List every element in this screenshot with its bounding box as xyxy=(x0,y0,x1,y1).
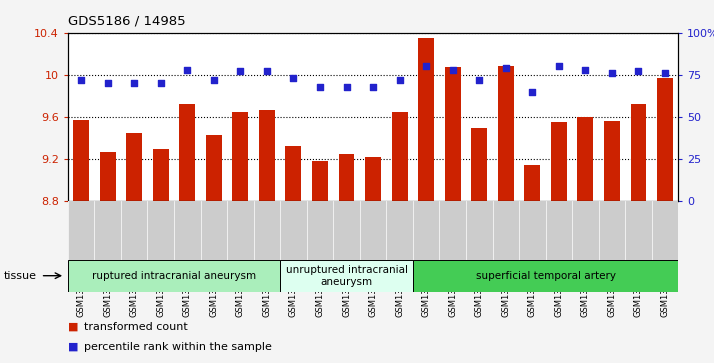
Text: GDS5186 / 14985: GDS5186 / 14985 xyxy=(68,15,186,28)
Bar xyxy=(630,105,646,201)
Bar xyxy=(445,68,461,201)
Text: ruptured intracranial aneurysm: ruptured intracranial aneurysm xyxy=(92,271,256,281)
Point xyxy=(580,67,591,73)
Bar xyxy=(68,260,280,292)
Bar xyxy=(206,135,222,201)
Text: ■: ■ xyxy=(68,322,79,332)
Bar xyxy=(286,146,301,201)
Point xyxy=(155,80,166,86)
Point xyxy=(341,84,352,90)
Point xyxy=(76,77,87,83)
Bar xyxy=(524,164,540,201)
Point xyxy=(208,77,219,83)
Point xyxy=(606,70,618,76)
Point xyxy=(288,76,299,81)
Bar xyxy=(551,122,567,201)
Bar xyxy=(100,152,116,201)
Point xyxy=(447,67,458,73)
Point xyxy=(473,77,485,83)
Bar xyxy=(179,105,195,201)
Bar xyxy=(312,162,328,201)
Bar xyxy=(365,157,381,201)
Point xyxy=(367,84,378,90)
Bar xyxy=(153,149,169,201)
Bar xyxy=(604,121,620,201)
Point xyxy=(553,64,565,69)
Text: tissue: tissue xyxy=(4,271,36,281)
Point xyxy=(421,64,432,69)
Bar xyxy=(280,260,413,292)
Point xyxy=(129,80,140,86)
Bar xyxy=(657,78,673,201)
Bar xyxy=(418,38,434,201)
Point xyxy=(235,69,246,74)
Text: superficial temporal artery: superficial temporal artery xyxy=(476,271,615,281)
Bar xyxy=(232,112,248,201)
Text: transformed count: transformed count xyxy=(84,322,187,332)
Point xyxy=(394,77,406,83)
Bar xyxy=(392,112,408,201)
Point xyxy=(261,69,273,74)
Text: percentile rank within the sample: percentile rank within the sample xyxy=(84,342,271,352)
Point xyxy=(659,70,670,76)
Point xyxy=(181,67,193,73)
Bar xyxy=(73,120,89,201)
Text: unruptured intracranial
aneurysm: unruptured intracranial aneurysm xyxy=(286,265,408,287)
Bar xyxy=(498,66,514,201)
Point xyxy=(102,80,114,86)
Bar xyxy=(578,117,593,201)
Bar xyxy=(413,260,678,292)
Bar xyxy=(471,128,487,201)
Point xyxy=(633,69,644,74)
Point xyxy=(314,84,326,90)
Point xyxy=(527,89,538,95)
Bar xyxy=(338,154,354,201)
Point xyxy=(500,65,511,71)
Bar xyxy=(259,110,275,201)
Bar xyxy=(126,133,142,201)
Text: ■: ■ xyxy=(68,342,79,352)
